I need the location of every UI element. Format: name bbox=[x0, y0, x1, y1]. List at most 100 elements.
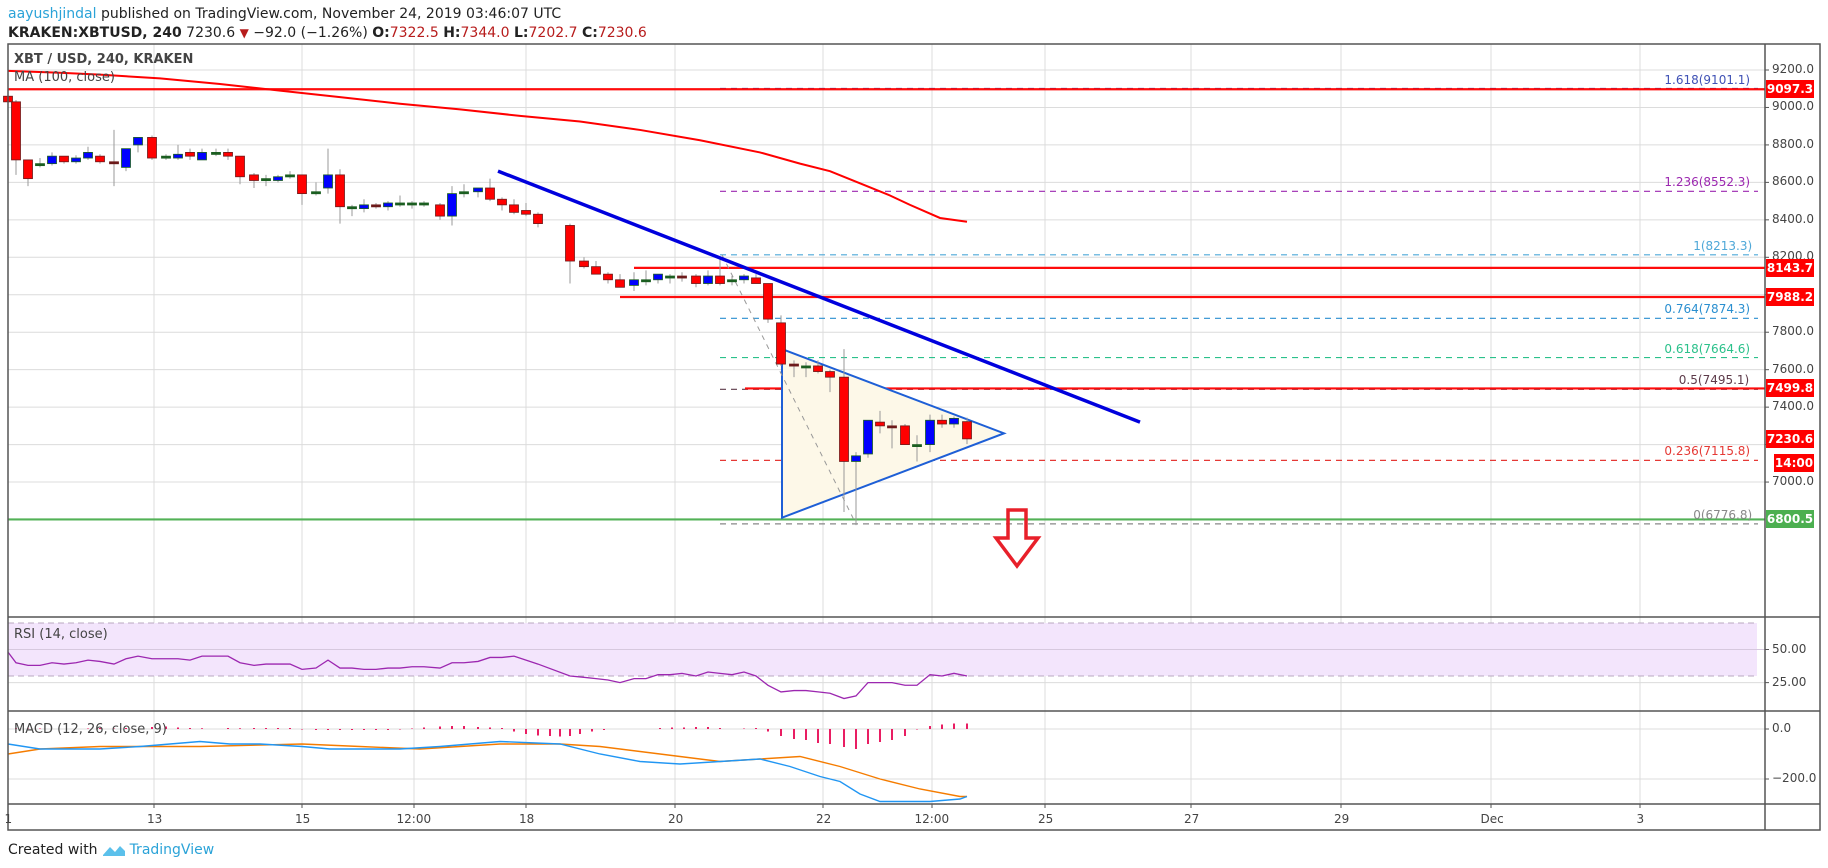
candle[interactable] bbox=[261, 174, 271, 187]
candle[interactable] bbox=[273, 174, 283, 183]
candle[interactable] bbox=[11, 99, 21, 175]
tradingview-brand-link[interactable]: TradingView bbox=[129, 842, 215, 858]
ma100-line[interactable] bbox=[7, 69, 968, 223]
candle[interactable] bbox=[591, 261, 601, 275]
candle[interactable] bbox=[371, 202, 381, 209]
candle[interactable] bbox=[23, 159, 33, 187]
macd-signal-line[interactable] bbox=[7, 743, 967, 798]
candle[interactable] bbox=[579, 257, 589, 269]
candle[interactable] bbox=[473, 187, 483, 198]
candle[interactable] bbox=[185, 148, 195, 160]
candle[interactable] bbox=[751, 274, 761, 284]
candle[interactable] bbox=[497, 197, 507, 211]
candle[interactable] bbox=[949, 416, 959, 428]
candle-body bbox=[249, 174, 259, 181]
ma-legend[interactable]: MA (100, close) bbox=[14, 70, 115, 85]
macd-pane[interactable] bbox=[7, 723, 1769, 803]
chart-border bbox=[7, 43, 1821, 831]
rsi-pane[interactable] bbox=[7, 622, 1769, 700]
rsi-legend[interactable]: RSI (14, close) bbox=[14, 627, 108, 642]
author-link[interactable]: aayushjindal bbox=[8, 6, 97, 22]
candle[interactable] bbox=[629, 272, 639, 292]
candle[interactable] bbox=[813, 360, 823, 374]
candle[interactable] bbox=[703, 270, 713, 286]
candle[interactable] bbox=[173, 144, 183, 160]
candle[interactable] bbox=[335, 169, 345, 224]
candle[interactable] bbox=[395, 195, 405, 207]
candle-body bbox=[185, 152, 195, 157]
candle[interactable] bbox=[739, 274, 749, 284]
candle[interactable] bbox=[419, 201, 429, 207]
macd-line[interactable] bbox=[7, 740, 968, 803]
candle[interactable] bbox=[603, 272, 613, 284]
candle[interactable] bbox=[133, 137, 143, 153]
candle[interactable] bbox=[665, 274, 675, 284]
candle[interactable] bbox=[459, 184, 469, 198]
triangle-pattern[interactable] bbox=[781, 347, 1007, 520]
candle[interactable] bbox=[109, 129, 119, 187]
candle[interactable] bbox=[763, 283, 773, 323]
candle[interactable] bbox=[347, 204, 357, 217]
candle[interactable] bbox=[776, 315, 786, 366]
candle[interactable] bbox=[851, 452, 861, 526]
candle[interactable] bbox=[677, 272, 687, 282]
candle[interactable] bbox=[383, 201, 393, 211]
candle[interactable] bbox=[875, 410, 885, 434]
candle[interactable] bbox=[615, 274, 625, 288]
candle[interactable] bbox=[359, 199, 369, 213]
candle[interactable] bbox=[691, 274, 701, 288]
candle[interactable] bbox=[937, 414, 947, 428]
rsi-axis-label: 50.00 bbox=[1772, 641, 1807, 656]
candle[interactable] bbox=[641, 270, 651, 286]
candle[interactable] bbox=[727, 276, 737, 286]
candle[interactable] bbox=[71, 155, 81, 164]
candle[interactable] bbox=[447, 186, 457, 226]
down-arrow-icon[interactable] bbox=[992, 508, 1042, 569]
candle[interactable] bbox=[565, 223, 575, 284]
candle[interactable] bbox=[653, 273, 663, 284]
candle[interactable] bbox=[95, 154, 105, 164]
candle[interactable] bbox=[59, 155, 69, 164]
candle[interactable] bbox=[35, 158, 45, 168]
candle[interactable] bbox=[521, 202, 531, 217]
candle[interactable] bbox=[235, 155, 245, 185]
pane-frame bbox=[7, 43, 1821, 831]
price-pane[interactable] bbox=[3, 69, 1766, 569]
candle[interactable] bbox=[825, 369, 835, 393]
candle[interactable] bbox=[912, 435, 922, 462]
main-pane-title: XBT / USD, 240, KRAKEN bbox=[14, 52, 194, 67]
macd-legend[interactable]: MACD (12, 26, close, 9) bbox=[14, 722, 167, 737]
candle[interactable] bbox=[485, 178, 495, 202]
candle[interactable] bbox=[863, 419, 873, 458]
candle[interactable] bbox=[297, 174, 307, 205]
candle[interactable] bbox=[533, 212, 543, 228]
candle[interactable] bbox=[435, 202, 445, 220]
candle[interactable] bbox=[887, 420, 897, 449]
candle[interactable] bbox=[962, 417, 972, 445]
candle[interactable] bbox=[211, 148, 221, 157]
candle[interactable] bbox=[83, 146, 93, 160]
descending-trendline[interactable] bbox=[497, 169, 1141, 424]
candle[interactable] bbox=[715, 257, 725, 286]
candle[interactable] bbox=[311, 182, 321, 196]
candle[interactable] bbox=[197, 148, 207, 161]
candle[interactable] bbox=[323, 148, 333, 194]
candle[interactable] bbox=[161, 154, 171, 160]
candle-body bbox=[211, 152, 221, 155]
candle[interactable] bbox=[147, 135, 157, 160]
candle[interactable] bbox=[801, 362, 811, 378]
candle[interactable] bbox=[285, 171, 295, 179]
candle[interactable] bbox=[789, 360, 799, 378]
candle[interactable] bbox=[839, 349, 849, 513]
candle[interactable] bbox=[121, 148, 131, 172]
candle[interactable] bbox=[249, 173, 259, 188]
candle[interactable] bbox=[925, 414, 935, 453]
candle[interactable] bbox=[223, 148, 233, 160]
candle[interactable] bbox=[407, 201, 417, 209]
candle[interactable] bbox=[509, 199, 519, 215]
candle[interactable] bbox=[47, 152, 57, 166]
candle[interactable] bbox=[900, 423, 910, 445]
rsi-line[interactable] bbox=[7, 651, 968, 700]
y-axis-label: 7000.0 bbox=[1772, 474, 1814, 489]
